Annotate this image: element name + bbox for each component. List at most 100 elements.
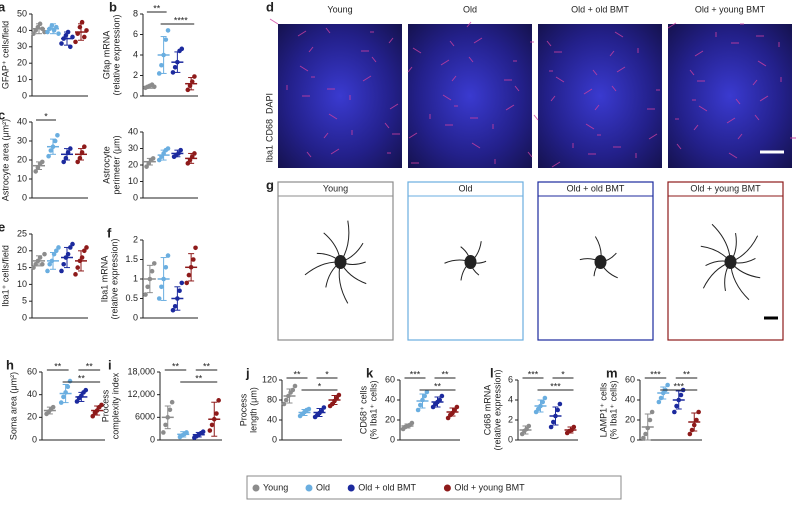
y-axis-label: (% Iba1⁺ cells) [608,380,618,439]
y-axis-label: Soma area (μm²) [8,372,18,440]
microglia-signal [328,113,338,120]
data-point [185,161,191,166]
microglia-signal [330,148,340,155]
data-point [77,24,83,30]
data-point [68,146,73,151]
data-point [292,383,298,389]
data-point [170,307,176,313]
microglia-signal [384,122,390,129]
data-point [84,245,89,250]
data-point [46,153,51,159]
microglia-signal [585,123,595,130]
data-point [55,133,60,138]
data-point [207,428,213,433]
microglia-signal [299,65,309,72]
data-point [143,292,148,297]
y-tick-label: 0 [133,90,138,100]
microglia-signal [308,46,314,53]
y-tick-label: 2 [133,234,138,244]
y-tick-label: 20 [17,245,27,255]
y-axis-label: (relative expression) [492,369,502,450]
panel-letter: b [109,0,117,14]
microglia-signal [362,75,372,82]
microglia-signal [505,104,515,111]
image-title: Young [327,4,352,14]
image-title: Old + young BMT [690,183,761,193]
data-point [193,245,198,251]
data-point [641,435,646,441]
data-point [172,304,178,309]
data-point [163,37,169,42]
legend-marker [443,484,451,492]
micrograph [278,24,402,168]
image-title: Old [458,183,472,193]
significance-label: ** [203,361,211,371]
image-title: Old + old BMT [567,183,625,193]
data-point [40,261,45,267]
soma [334,255,347,269]
image-title: Young [323,183,348,193]
data-point [167,407,173,413]
y-tick-label: 0 [133,312,138,322]
y-tick-label: 20 [17,154,27,164]
y-tick-label: 6000 [135,412,155,422]
data-point [33,261,38,267]
data-point [192,151,197,156]
panel-letter: l [490,365,494,380]
y-axis-label: Astrocyte [101,146,111,184]
significance-label: ** [683,369,691,379]
data-point [54,248,59,254]
reconstruction-frame [277,181,394,341]
microglia-signal [269,18,279,25]
data-point [658,395,664,401]
data-point [643,431,648,437]
y-tick-label: 0 [508,434,513,444]
data-point [65,251,71,257]
y-axis-label: (relative expression) [111,14,121,95]
data-point [321,405,327,410]
microglia-signal [594,104,600,111]
y-tick-label: 2 [508,414,513,424]
y-tick-label: 10 [128,176,138,186]
data-point [61,261,66,267]
panel-letter: m [606,365,618,380]
data-point [75,265,80,270]
panel-letter: j [245,365,250,380]
significance-label: *** [673,381,684,391]
data-point [82,248,87,254]
legend-marker [347,484,355,492]
data-point [45,268,50,274]
panel-letter: f [107,225,112,240]
y-tick-label: 20 [17,58,27,68]
microglia-signal [389,103,399,110]
significance-label: ** [172,361,180,371]
y-tick-label: 20 [385,414,395,424]
y-tick-label: 1.5 [125,254,138,264]
data-point [209,422,215,428]
data-point [281,401,287,407]
y-tick-label: 30 [17,41,27,51]
microglia-signal [752,79,758,86]
data-point [647,417,653,423]
legend-label: Old [316,482,330,492]
y-tick-label: 0 [133,192,138,202]
y-tick-label: 40 [17,116,27,126]
y-axis-label: Cd68 mRNA [482,385,492,436]
microglia-signal [689,69,695,76]
data-point [689,427,695,433]
significance-label: ** [195,373,203,383]
y-tick-label: 0 [32,434,37,444]
y-tick-label: 40 [17,25,27,35]
microglia-signal [297,30,307,37]
significance-label: ** [293,369,301,379]
y-tick-label: 25 [17,228,27,238]
data-point [177,288,182,294]
data-point [70,241,75,247]
data-point [409,420,415,426]
data-point [184,280,190,286]
y-axis-label: Process [238,393,248,426]
microglia-signal [407,66,413,73]
data-point [200,429,206,434]
data-point [90,413,96,419]
data-point [151,261,157,266]
